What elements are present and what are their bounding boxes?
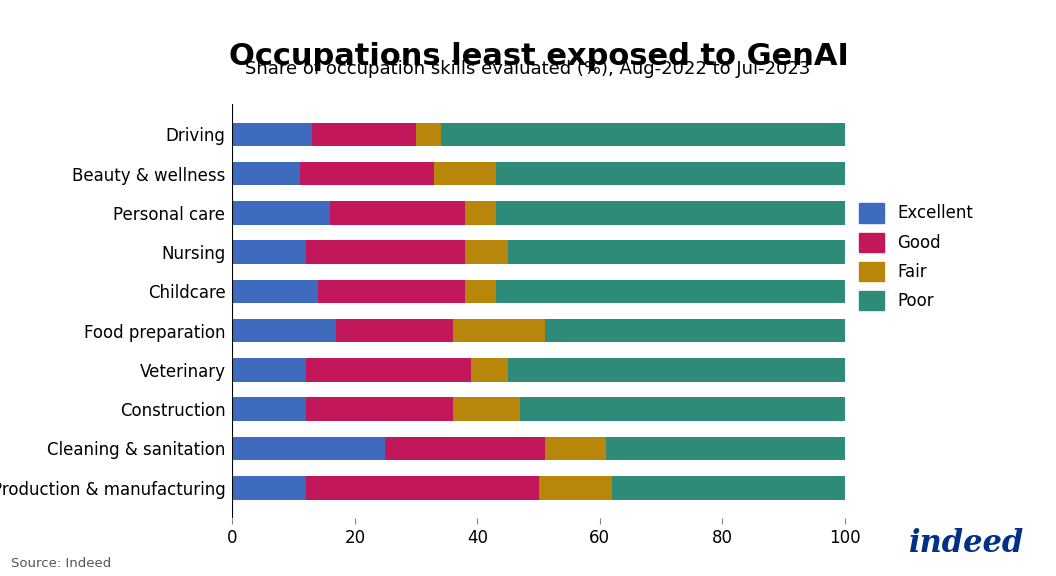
Bar [545, 437, 606, 460]
Bar [508, 240, 845, 264]
Bar [606, 437, 845, 460]
Bar [232, 476, 306, 499]
Bar [453, 397, 521, 421]
Bar [471, 358, 508, 382]
Bar [508, 358, 845, 382]
Bar [232, 123, 312, 146]
Bar [465, 240, 508, 264]
Bar [416, 123, 440, 146]
Bar [337, 319, 453, 343]
Bar [232, 240, 306, 264]
Bar [440, 123, 845, 146]
Bar [232, 319, 337, 343]
Text: Share of occupation skills evaluated (%), Aug-2022 to Jul-2023: Share of occupation skills evaluated (%)… [245, 60, 811, 78]
Bar [232, 358, 306, 382]
Bar [495, 162, 845, 185]
Bar [545, 319, 845, 343]
Bar [300, 162, 434, 185]
Bar [306, 358, 471, 382]
Bar [521, 397, 845, 421]
Bar [453, 319, 545, 343]
Bar [232, 162, 300, 185]
Text: Source: Indeed: Source: Indeed [11, 557, 111, 570]
Bar [306, 240, 465, 264]
Bar [465, 279, 495, 303]
Bar [434, 162, 495, 185]
Bar [232, 397, 306, 421]
Bar [385, 437, 545, 460]
Bar [539, 476, 612, 499]
Bar [306, 476, 539, 499]
Bar [232, 279, 318, 303]
Bar [232, 437, 385, 460]
Bar [495, 201, 845, 225]
Bar [318, 279, 465, 303]
Legend: Excellent, Good, Fair, Poor: Excellent, Good, Fair, Poor [860, 203, 974, 310]
Bar [495, 279, 845, 303]
Bar [331, 201, 465, 225]
Bar [306, 397, 453, 421]
Title: Occupations least exposed to GenAI: Occupations least exposed to GenAI [228, 42, 849, 71]
Text: indeed: indeed [909, 528, 1024, 559]
Bar [312, 123, 416, 146]
Bar [465, 201, 495, 225]
Bar [232, 201, 331, 225]
Bar [612, 476, 845, 499]
